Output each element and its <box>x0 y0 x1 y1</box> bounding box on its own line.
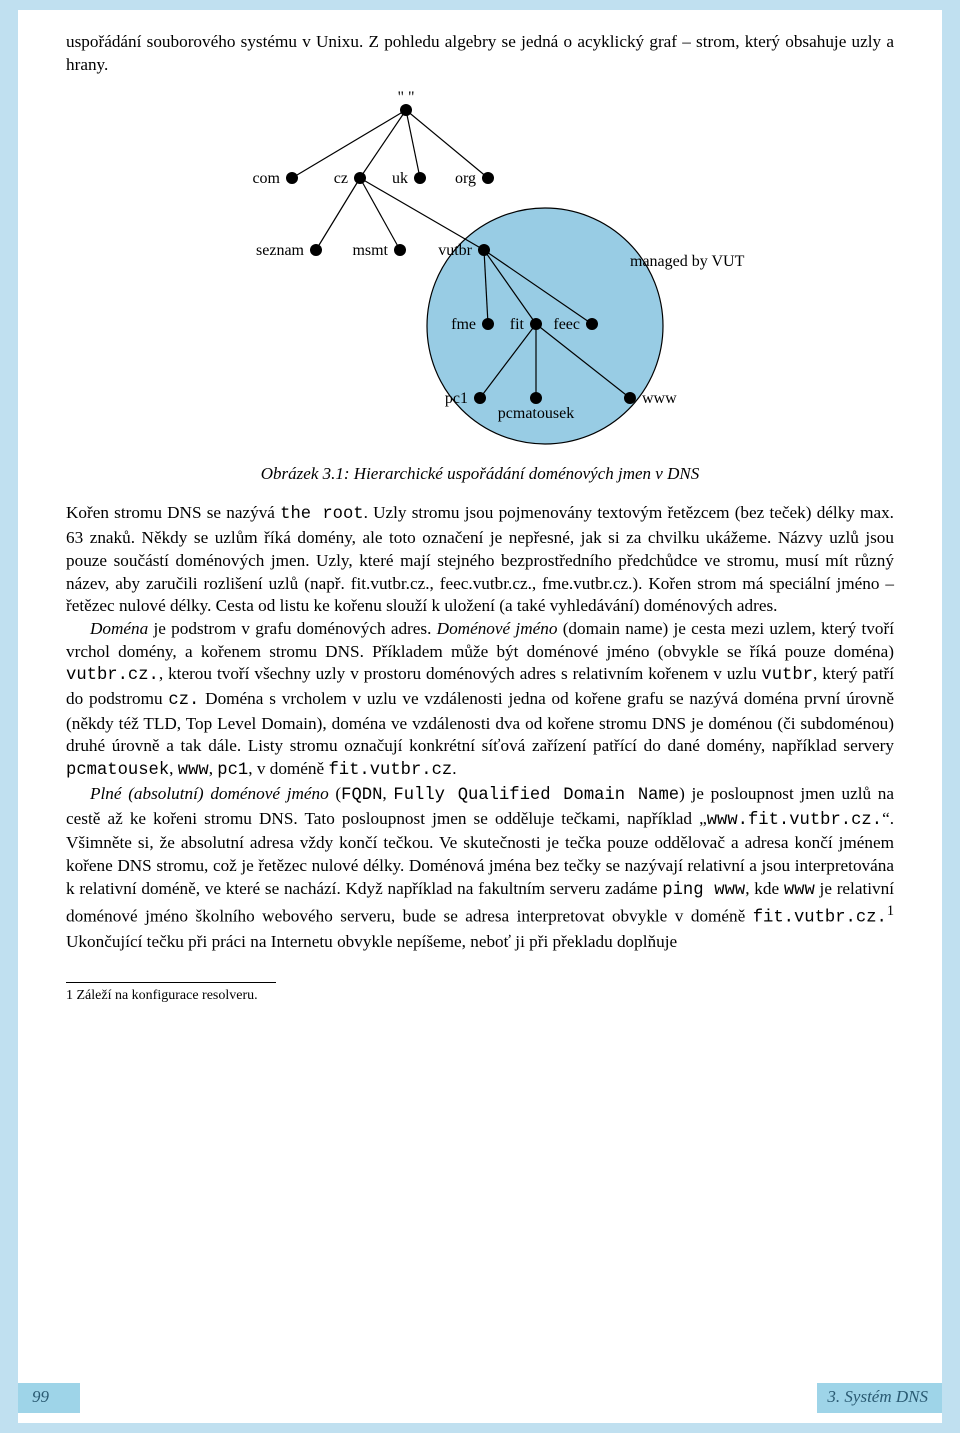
p3-mono1: FQDN <box>341 786 382 805</box>
svg-text:feec: feec <box>553 316 580 333</box>
p2-b: je podstrom v grafu doménových adres. <box>148 619 436 638</box>
svg-text:www: www <box>642 390 677 407</box>
p3-c: , <box>382 784 393 803</box>
svg-text:managed by VUT: managed by VUT <box>630 253 745 270</box>
p2-mono1: vutbr.cz. <box>66 666 159 685</box>
p2-mono4: pcmatousek <box>66 761 169 780</box>
footnote-rule <box>66 982 276 983</box>
p2-mono2: vutbr <box>761 666 813 685</box>
svg-text:" ": " " <box>397 89 414 106</box>
svg-text:org: org <box>455 170 476 187</box>
p3-footnote-ref: 1 <box>887 903 894 919</box>
p3-h: Ukončující tečku při práci na Internetu … <box>66 932 677 951</box>
chapter-label: 3. Systém DNS <box>817 1383 942 1413</box>
intro-paragraph: uspořádání souborového systému v Unixu. … <box>66 30 894 76</box>
svg-text:vutbr: vutbr <box>438 242 472 259</box>
p2-i: , <box>209 759 218 778</box>
p1-a: Kořen stromu DNS se nazývá <box>66 503 280 522</box>
p2-term2: Doménové jméno <box>437 619 558 638</box>
p2-k: . <box>452 759 456 778</box>
p2-e: , kterou tvoří všechny uzly v prostoru d… <box>159 664 762 683</box>
p3-mono4: ping www <box>662 881 745 900</box>
svg-text:seznam: seznam <box>256 242 305 259</box>
footnote: 1 Záleží na konfigurace resolveru. <box>66 987 894 1005</box>
p3-mono2: Fully Qualified Domain Name <box>393 786 679 805</box>
body-text: Kořen stromu DNS se nazývá the root. Uzl… <box>66 502 894 953</box>
svg-text:fme: fme <box>451 316 476 333</box>
p2-mono7: fit.vutbr.cz <box>328 761 452 780</box>
p3-mono6: fit.vutbr.cz. <box>753 909 887 928</box>
p2-term1: Doména <box>90 619 148 638</box>
p3-f: , kde <box>745 879 784 898</box>
p2-mono3: cz. <box>168 691 199 710</box>
p2-mono5: www <box>178 761 209 780</box>
dns-tree-diagram: managed by VUT " " com cz uk org seznam msmt vut… <box>200 86 760 448</box>
p1-mono1: the root <box>280 505 363 524</box>
p3-mono3: www.fit.vutbr.cz. <box>707 811 882 830</box>
figure-caption: Obrázek 3.1: Hierarchické uspořádání dom… <box>66 464 894 484</box>
p2-h: , <box>169 759 178 778</box>
svg-text:cz: cz <box>334 170 348 187</box>
p2-j: , v doméně <box>248 759 328 778</box>
svg-text:com: com <box>252 170 280 187</box>
svg-text:pcmatousek: pcmatousek <box>498 405 574 422</box>
p3-mono5: www <box>784 881 815 900</box>
svg-text:fit: fit <box>510 316 525 333</box>
page-number: 99 <box>18 1383 80 1413</box>
svg-text:msmt: msmt <box>352 242 388 259</box>
p3-b: ( <box>329 784 341 803</box>
page-footer: 99 3. Systém DNS <box>18 1383 942 1413</box>
page: uspořádání souborového systému v Unixu. … <box>18 10 942 1423</box>
p2-mono6: pc1 <box>217 761 248 780</box>
p3-term1: Plné (absolutní) doménové jméno <box>90 784 329 803</box>
svg-text:pc1: pc1 <box>445 390 468 407</box>
svg-text:uk: uk <box>392 170 408 187</box>
